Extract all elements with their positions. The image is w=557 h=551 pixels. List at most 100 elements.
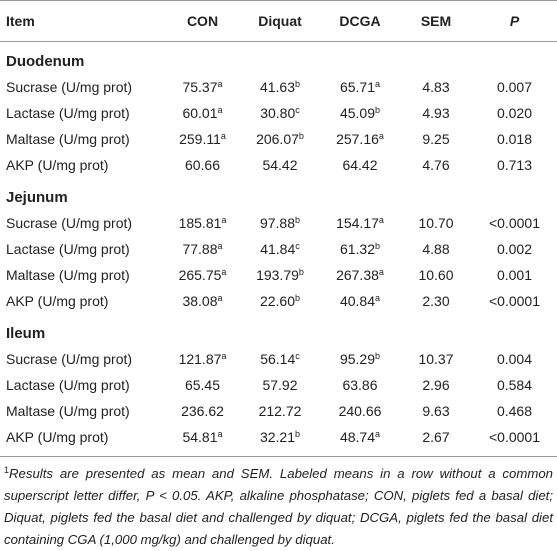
cell-value: 0.468: [496, 403, 533, 419]
cell: 2.30: [400, 288, 472, 314]
column-header: P: [472, 0, 557, 42]
cell: 45.09b: [320, 100, 400, 126]
cell-value: 2.96: [422, 377, 450, 393]
cell-value: 4.76: [422, 157, 450, 173]
cell-value: 30.80: [260, 105, 296, 121]
section-row: Ileum: [0, 314, 557, 346]
section-row: Duodenum: [0, 42, 557, 75]
superscript: a: [375, 429, 381, 439]
cell: 56.14c: [240, 346, 320, 372]
cell-value: 2.67: [422, 429, 450, 445]
superscript: a: [221, 267, 227, 277]
cell-value: 0.007: [496, 79, 533, 95]
cell-value: 54.81: [182, 429, 218, 445]
superscript: a: [375, 79, 381, 89]
cell-value: 193.79: [256, 267, 299, 283]
cell: 77.88a: [165, 236, 240, 262]
data-row: Lactase (U/mg prot) 60.01a 30.80c 45.09b 4.9…: [0, 100, 557, 126]
cell-value: 60.01: [182, 105, 218, 121]
cell: 0.004: [472, 346, 557, 372]
cell: 9.63: [400, 398, 472, 424]
cell: 240.66: [320, 398, 400, 424]
row-label: AKP (U/mg prot): [6, 293, 109, 309]
cell: 63.86: [320, 372, 400, 398]
cell-value: 267.38: [336, 267, 379, 283]
cell-value: 56.14: [260, 351, 296, 367]
data-row: AKP (U/mg prot) 54.81a 32.21b 48.74a 2.67 <0.…: [0, 424, 557, 457]
cell-value: 95.29: [339, 351, 376, 367]
cell-value: 0.001: [496, 267, 533, 283]
cell: <0.0001: [472, 210, 557, 236]
data-row: AKP (U/mg prot) 38.08a 22.60b 40.84a 2.30 <0.…: [0, 288, 557, 314]
cell: 38.08a: [165, 288, 240, 314]
column-header: CON: [165, 0, 240, 42]
cell-value: 240.66: [338, 403, 382, 419]
cell-value: 4.83: [422, 79, 450, 95]
cell-value: <0.0001: [489, 215, 540, 231]
cell: 0.018: [472, 126, 557, 152]
superscript: b: [295, 429, 301, 439]
superscript: b: [295, 293, 301, 303]
cell: 259.11a: [165, 126, 240, 152]
cell: 10.60: [400, 262, 472, 288]
cell: 265.75a: [165, 262, 240, 288]
cell-value: 40.84: [339, 293, 376, 309]
cell: 41.63b: [240, 74, 320, 100]
cell: 267.38a: [320, 262, 400, 288]
data-row: Lactase (U/mg prot) 65.45 57.92 63.86 2.96 0.…: [0, 372, 557, 398]
cell-value: 265.75: [178, 267, 222, 283]
cell-value: 0.002: [496, 241, 533, 257]
cell: 4.93: [400, 100, 472, 126]
cell: <0.0001: [472, 288, 557, 314]
cell: 64.42: [320, 152, 400, 178]
superscript: a: [378, 131, 384, 141]
cell-value: 2.30: [422, 293, 450, 309]
cell-value: 48.74: [339, 429, 376, 445]
cell-value: 57.92: [262, 377, 298, 393]
cell-value: 65.45: [184, 377, 221, 393]
superscript: c: [295, 241, 300, 251]
cell-value: 65.71: [339, 79, 376, 95]
cell-value: 97.88: [259, 215, 296, 231]
table-body: Duodenum Sucrase (U/mg prot) 75.37 a 41.63b 6…: [0, 42, 557, 457]
cell: 0.713: [472, 152, 557, 178]
cell-value: <0.0001: [489, 429, 540, 445]
column-header: SEM: [400, 0, 472, 42]
cell: 0.001: [472, 262, 557, 288]
data-row: Sucrase (U/mg prot) 75.37a 41.63b 65.71a 4.8…: [0, 74, 557, 100]
cell: 57.92: [240, 372, 320, 398]
row-label: Sucrase (U/mg prot): [6, 351, 133, 367]
footnote: 1Results are presented as mean and SEM. …: [0, 457, 557, 551]
row-label: Maltase (U/mg prot): [6, 267, 130, 283]
cell-value: 22.60: [259, 293, 296, 309]
superscript: a: [217, 293, 223, 303]
cell: <0.0001: [472, 424, 557, 457]
cell-value: 0.020: [496, 105, 533, 121]
cell-value: 4.88: [422, 241, 450, 257]
cell: 212.72: [240, 398, 320, 424]
cell: 10.37: [400, 346, 472, 372]
data-row: Maltase (U/mg prot) 265.75a 193.79b 267.38a…: [0, 262, 557, 288]
superscript: a: [220, 131, 226, 141]
cell-value: 0.004: [496, 351, 533, 367]
superscript: b: [298, 267, 304, 277]
superscript: a: [375, 293, 381, 303]
cell-value: 75.37: [182, 79, 218, 95]
cell: 0.002: [472, 236, 557, 262]
cell-value: 0.584: [496, 377, 533, 393]
cell: 95.29b: [320, 346, 400, 372]
column-header: Item: [0, 0, 165, 42]
cell: 54.81a: [165, 424, 240, 457]
cell-value: 45.09: [339, 105, 376, 121]
cell: 4.76: [400, 152, 472, 178]
cell: 0.007: [472, 74, 557, 100]
superscript: b: [375, 241, 381, 251]
data-row: Maltase (U/mg prot) 259.11a 206.07b 257.16a…: [0, 126, 557, 152]
superscript: b: [375, 351, 381, 361]
cell-value: 64.42: [342, 157, 378, 173]
cell-value: 9.25: [422, 131, 450, 147]
cell: 154.17a: [320, 210, 400, 236]
cell: 9.25: [400, 126, 472, 152]
row-label: Lactase (U/mg prot): [6, 241, 130, 257]
footnote-marker: 1: [4, 465, 10, 475]
